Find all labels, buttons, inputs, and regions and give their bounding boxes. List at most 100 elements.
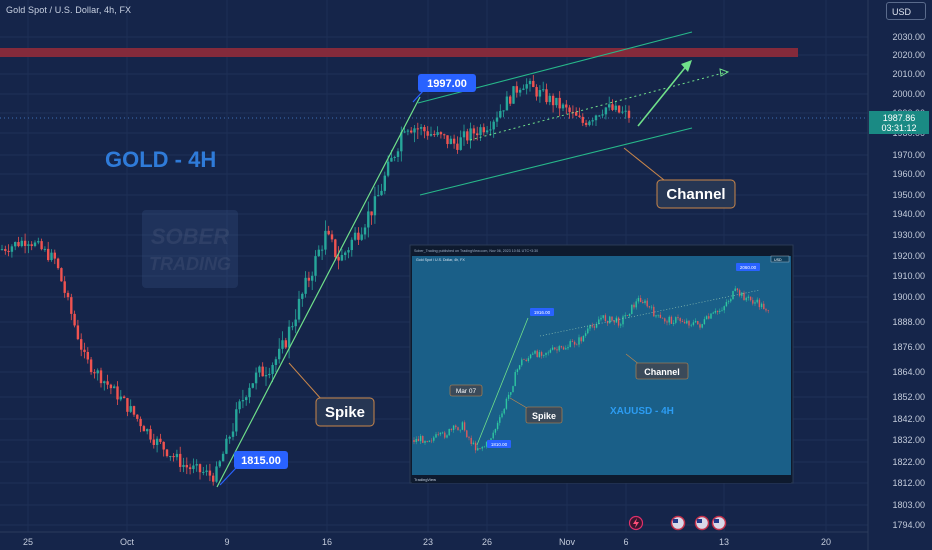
inset-candle-body [468,437,470,438]
candle-body [515,86,518,93]
candle-body [410,130,413,133]
candle-body [202,471,205,473]
resistance-zone [0,48,798,57]
candle-body [53,252,56,259]
inset-candle-body [600,317,602,320]
candle-body [551,95,555,106]
inset-candle-body [749,296,752,301]
symbol-title: Gold Spot / U.S. Dollar, 4h, FX [6,5,132,15]
inset-candle-body [692,322,695,325]
inset-candle-body [455,425,457,428]
svg-text:1916.00: 1916.00 [534,310,551,315]
inset-candle-body [732,291,734,300]
candle-body [116,386,119,400]
candle-body [106,381,109,385]
candle-body [99,370,103,384]
candle-body [245,397,248,401]
inset-candle-body [505,398,508,409]
candle-body [301,293,304,299]
candle-body [136,414,139,419]
svg-text:1810.00: 1810.00 [491,442,508,447]
x-tick-label: 9 [224,537,229,547]
candle-body [456,143,459,150]
candle-body [271,364,274,374]
y-tick-label: 1803.00 [892,500,925,510]
inset-candle-body [507,394,510,399]
candle-body [344,252,347,255]
inset-candle-body [452,425,455,430]
inset-candle-body [439,432,442,435]
inset-high-tag: 2060.00 [736,263,760,271]
candle-body [231,431,235,437]
candle-body [502,110,505,112]
candle-body [462,131,466,138]
candle-body [241,400,245,402]
candle-body [611,104,614,110]
inset-candle-body [474,442,477,451]
inset-candle-body [536,350,538,358]
candle-body [192,465,195,470]
inset-candle-body [430,440,433,442]
candle-body [400,132,403,152]
candle-body [146,429,149,432]
candlestick-series [0,75,631,486]
candle-body [60,268,63,282]
y-tick-label: 1812.00 [892,478,925,488]
inset-candle-body [501,413,503,418]
price-axis: 2030.002020.002010.002000.001990.001980.… [892,32,925,530]
candle-body [584,122,588,126]
candle-body [492,121,495,130]
candle-body [281,340,284,349]
inset-candle-body [521,359,523,366]
candle-body [188,467,192,470]
inset-candle-body [492,432,494,439]
candle-body [261,366,264,377]
event-icons [628,515,727,531]
x-tick-label: Oct [120,537,135,547]
x-tick-label: 20 [821,537,831,547]
inset-candle-body [525,359,527,362]
inset-candle-body [723,306,725,311]
inset-candle-body [538,352,541,358]
inset-candle-body [582,335,585,342]
inset-candle-body [433,437,435,441]
inset-screenshot: Sober_Trading published on TradingView.c… [409,244,794,484]
inset-candle-body [547,352,549,354]
candle-body [383,175,386,191]
candle-body [337,257,340,261]
inset-candle-body [556,349,558,351]
candle-body [452,138,456,144]
svg-text:2060.00: 2060.00 [740,265,757,270]
candle-body [373,196,377,216]
candle-body [215,466,218,482]
inset-candle-body [540,352,543,356]
inset-header: Sober_Trading published on TradingView.c… [414,249,538,253]
candle-body [238,401,241,410]
candle-body [614,105,617,110]
inset-candle-body [516,369,519,373]
candle-body [291,326,294,328]
candle-body [413,128,416,133]
y-tick-label: 1822.00 [892,457,925,467]
y-tick-label: 1910.00 [892,271,925,281]
inset-candle-body [760,303,763,308]
candle-body [142,426,146,432]
inset-candle-body [703,319,706,325]
inset-candle-body [754,302,756,304]
inset-candle-body [580,337,582,342]
y-tick-label: 1970.00 [892,150,925,160]
candle-body [14,242,17,247]
currency-select[interactable]: USD [886,2,926,20]
candle-body [485,130,489,133]
inset-candle-body [444,432,446,438]
candle-body [93,372,96,374]
projection-arrow [637,63,689,127]
candle-body [76,325,80,340]
x-tick-label: 25 [23,537,33,547]
inset-currency: USD [774,258,782,262]
inset-candle-body [690,324,692,326]
candle-body [482,127,485,133]
candle-body [340,254,344,261]
